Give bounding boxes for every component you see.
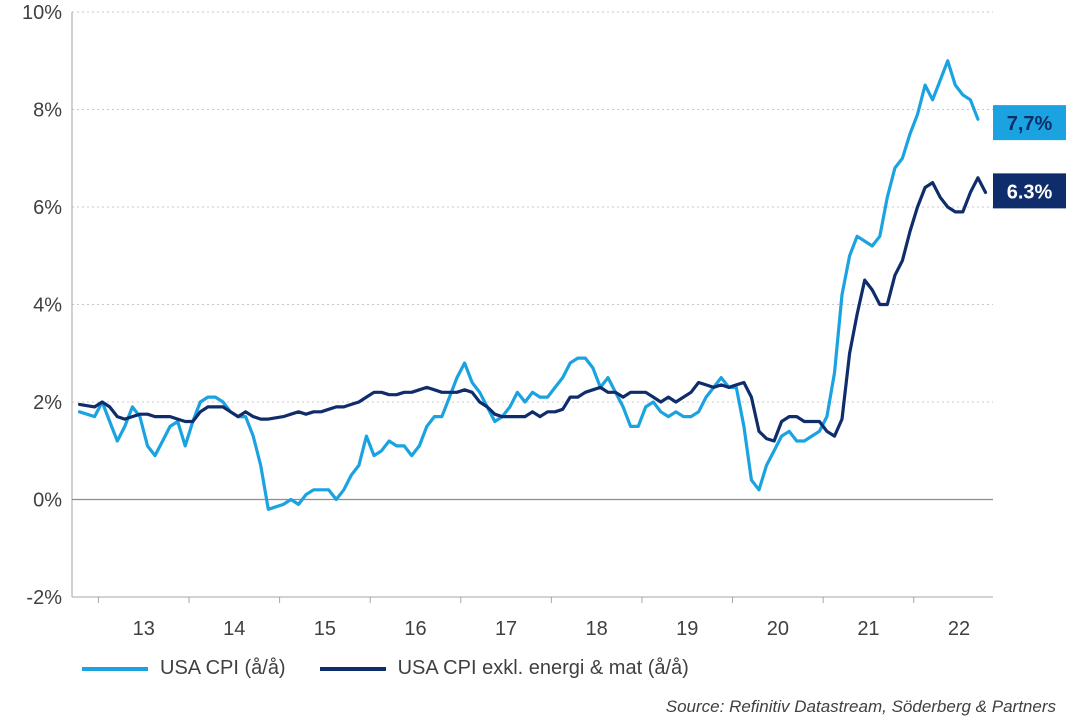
y-tick-label: 8% [33,100,62,122]
x-tick-label: 20 [767,618,789,640]
x-axis-tick-labels: 13 14 15 16 17 18 19 20 21 22 [133,618,971,640]
legend-label-cpi: USA CPI (å/å) [160,657,286,679]
end-label-text: 7,7% [1007,113,1053,135]
end-value-labels: 7,7% 6.3% [993,105,1066,209]
y-tick-label: -2% [26,587,62,609]
end-label-cpi: 7,7% [993,105,1066,141]
legend-item-core-cpi: USA CPI exkl. energi & mat (å/å) [319,657,689,680]
end-label-box [993,173,1066,209]
y-tick-label: 10% [22,2,62,24]
x-tick-label: 18 [586,618,608,640]
axes [71,12,993,603]
end-label-core-cpi: 6.3% [993,173,1066,209]
x-tick-label: 21 [857,618,879,640]
x-tick-label: 14 [223,618,245,640]
legend-item-cpi: USA CPI (å/å) [82,657,286,680]
x-tick-label: 17 [495,618,517,640]
end-label-box [993,105,1066,141]
end-label-text: 6.3% [1007,181,1053,203]
legend-swatch-cpi [82,666,148,671]
source-note: Source: Refinitiv Datastream, Söderberg … [665,697,1056,716]
gridlines [72,11,993,598]
y-tick-label: 4% [33,295,62,317]
x-tick-label: 13 [133,618,155,640]
series-lines [77,59,988,511]
y-tick-label: 2% [33,392,62,414]
series-line-core-cpi [77,176,988,443]
x-tick-label: 16 [404,618,426,640]
y-axis-tick-labels: -2% 0% 2% 4% 6% 8% 10% [22,2,62,609]
line-chart: -2% 0% 2% 4% 6% 8% 10% 13 14 15 16 17 18 19 20 21 22 7,… [22,2,1066,640]
y-tick-label: 6% [33,197,62,219]
x-tick-label: 15 [314,618,336,640]
legend-swatch-core-cpi [319,666,386,671]
legend: USA CPI (å/å) USA CPI exkl. energi & mat… [82,657,723,680]
y-tick-label: 0% [33,490,62,512]
x-tick-label: 22 [948,618,970,640]
x-tick-label: 19 [676,618,698,640]
legend-label-core-cpi: USA CPI exkl. energi & mat (å/å) [397,657,689,679]
series-line-cpi [77,59,980,511]
